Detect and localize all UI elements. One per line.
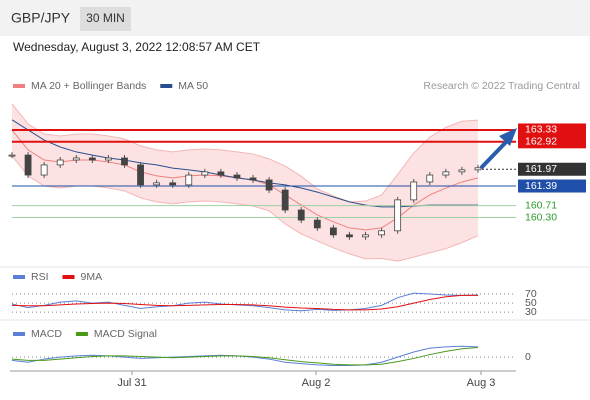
- legend-swatch: [13, 84, 25, 88]
- candle: [24, 154, 32, 176]
- candle: [185, 174, 193, 186]
- candle: [394, 199, 402, 232]
- legend-label: 9MA: [81, 271, 103, 283]
- candle: [329, 227, 337, 236]
- candle: [40, 164, 48, 176]
- legend-label: MA 50: [178, 80, 208, 92]
- candle: [88, 157, 96, 161]
- series-line: [11, 292, 479, 312]
- level-label: 161.39: [525, 180, 557, 192]
- candle: [249, 177, 257, 181]
- level-tag: [518, 162, 586, 176]
- legend-label: MACD Signal: [94, 328, 157, 340]
- interval-button[interactable]: [80, 7, 131, 31]
- y-tick-label: 70: [525, 288, 537, 300]
- candle: [201, 171, 209, 176]
- interval-label[interactable]: 30 MIN: [86, 11, 125, 25]
- forecast-arrowhead: [499, 128, 517, 146]
- candle: [137, 164, 144, 186]
- symbol: GBP/JPY: [11, 10, 71, 26]
- x-tick-label: Aug 3: [467, 377, 496, 389]
- level-label: 161.97: [525, 163, 557, 175]
- series-line: [11, 294, 478, 311]
- candle: [362, 234, 369, 238]
- level-label: 160.71: [525, 199, 557, 211]
- level-tag: [518, 123, 586, 137]
- legend-swatch: [62, 275, 75, 279]
- candle: [56, 159, 64, 166]
- series-line: [11, 347, 479, 366]
- candle: [378, 230, 385, 236]
- candle: [153, 182, 161, 186]
- level-label: 163.33: [525, 124, 557, 136]
- candle: [410, 181, 418, 201]
- y-tick-label: 0: [525, 351, 531, 363]
- candle: [233, 174, 241, 179]
- level-tag: [518, 135, 586, 149]
- level-label: 160.30: [525, 211, 557, 223]
- y-tick-label: 50: [525, 297, 537, 309]
- y-tick-label: 30: [525, 306, 537, 318]
- candle: [474, 167, 482, 171]
- candle: [297, 209, 305, 221]
- legend-swatch: [160, 84, 173, 88]
- candle: [169, 182, 177, 186]
- level-tag: [518, 179, 586, 193]
- candle: [458, 169, 466, 173]
- candle: [313, 219, 321, 229]
- candle: [105, 157, 112, 161]
- x-tick-label: Jul 31: [117, 377, 146, 389]
- candle: [442, 171, 450, 176]
- candle: [265, 179, 273, 191]
- legend-label: MA 20 + Bollinger Bands: [31, 80, 146, 92]
- timestamp: Wednesday, August 3, 2022 12:08:57 AM CE…: [13, 40, 261, 54]
- candle: [8, 154, 16, 157]
- candle: [281, 189, 289, 211]
- legend-swatch: [13, 332, 25, 336]
- forecast-arrow: [479, 138, 510, 170]
- candle: [346, 234, 353, 238]
- level-label: 162.92: [525, 136, 557, 148]
- credit: Research © 2022 Trading Central: [423, 80, 580, 92]
- series-line: [11, 103, 479, 203]
- candle: [426, 174, 434, 183]
- band-fill: [12, 103, 478, 262]
- legend-swatch: [13, 275, 25, 279]
- x-tick-label: Aug 2: [302, 377, 331, 389]
- legend-swatch: [75, 332, 88, 336]
- candle: [121, 157, 128, 166]
- legend-label: RSI: [31, 271, 49, 283]
- candle: [217, 171, 225, 176]
- candle: [72, 157, 80, 161]
- legend-label: MACD: [31, 328, 62, 340]
